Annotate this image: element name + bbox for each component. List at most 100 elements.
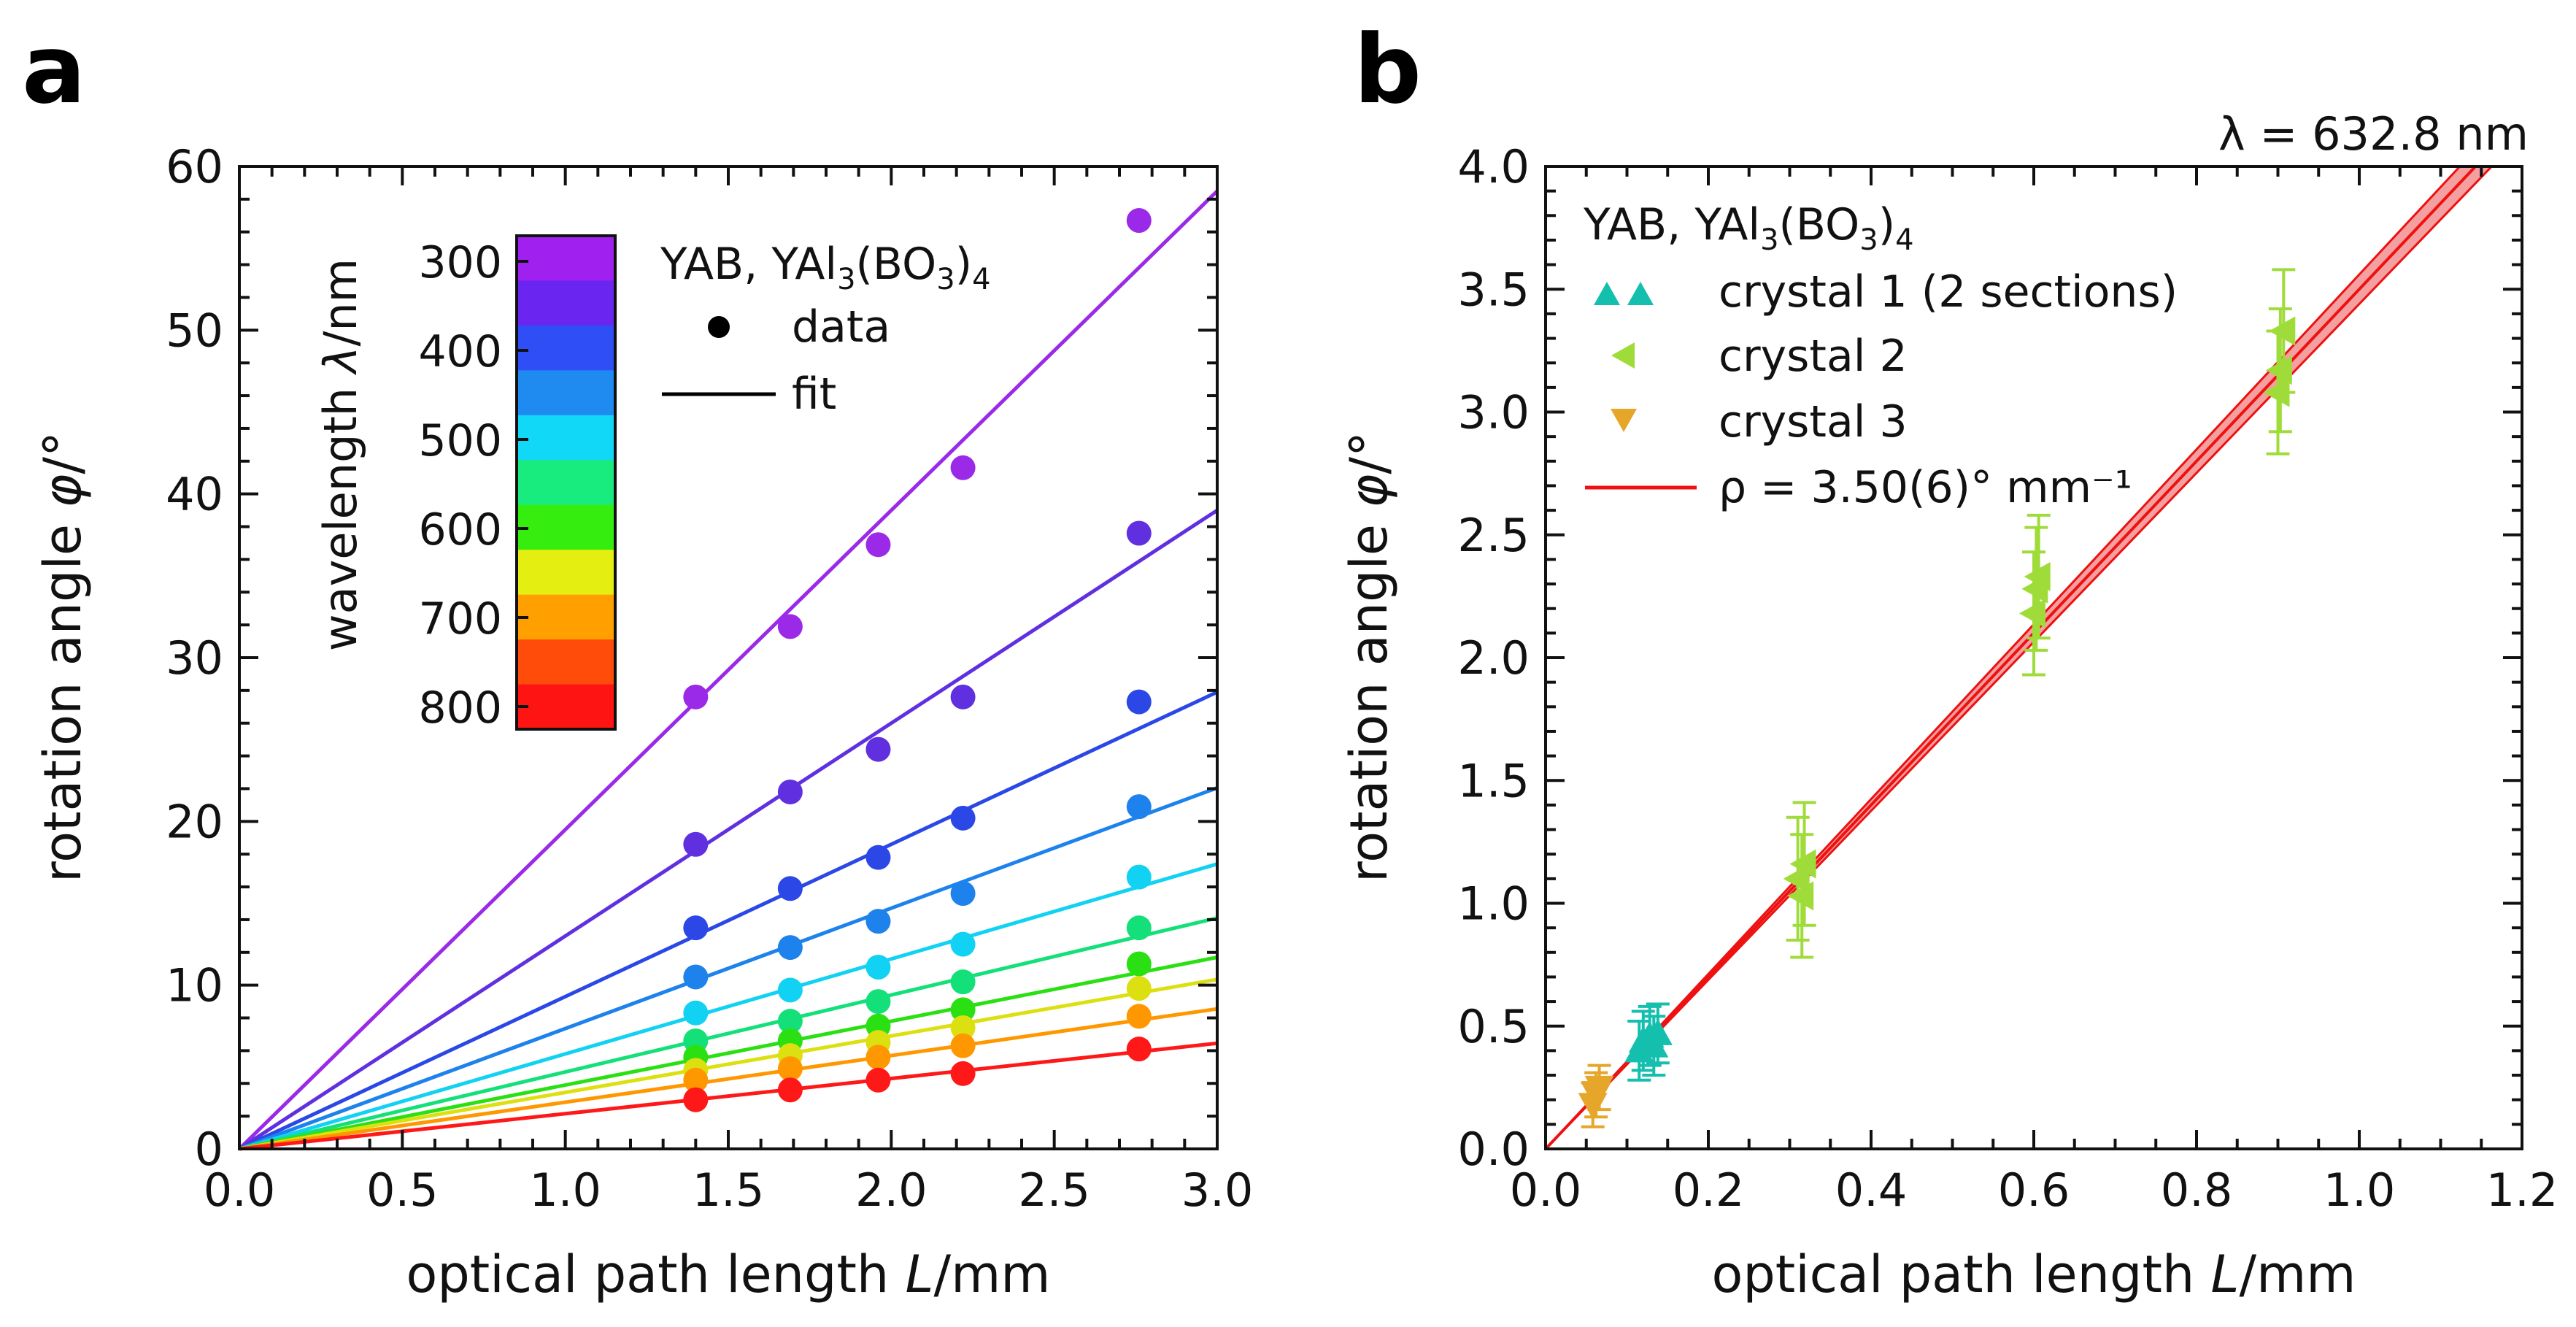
colorbar-tick-label: 400 <box>418 326 502 377</box>
y-tick-label-b: 1.0 <box>1457 877 1530 931</box>
data-point-azure <box>683 964 709 990</box>
colorbar-swatch <box>517 370 615 416</box>
legend-crystal1-label: crystal 1 (2 sections) <box>1719 266 2178 318</box>
data-point-purple <box>777 614 803 639</box>
data-point-azure <box>777 935 803 961</box>
y-tick-label-b: 4.0 <box>1457 140 1530 193</box>
legend-crystal3-marker <box>1611 409 1637 432</box>
x-tick-label-b: 0.0 <box>1510 1163 1582 1217</box>
colorbar-tick-label: 800 <box>418 682 502 734</box>
data-point-triangle-left <box>2269 316 2296 346</box>
x-tick-label-a: 2.0 <box>855 1163 928 1217</box>
y-tick-label-a: 0 <box>195 1123 223 1176</box>
fit-band-upper <box>1544 165 2461 1150</box>
legend-title-a: YAB, YAl3(BO3)4 <box>660 239 991 296</box>
colorbar-swatch <box>517 594 615 640</box>
data-point-spring <box>950 969 976 995</box>
data-point-blue <box>865 845 891 870</box>
legend-crystal3-label: crystal 3 <box>1719 396 1908 447</box>
x-tick-label-b: 1.2 <box>2486 1163 2558 1217</box>
data-point-green <box>1126 951 1152 977</box>
chart-b: λ = 632.8 nm 0.0 0.2 0.4 0.6 0.8 1.0 1.2 0.0 0.5… <box>1339 107 2558 1304</box>
data-point-green <box>950 997 976 1023</box>
data-point-purple <box>1126 208 1152 234</box>
fit-line-purple <box>238 189 1219 1150</box>
data-point-triangle-left <box>2024 561 2051 591</box>
y-tick-label-a: 60 <box>166 140 223 193</box>
fit-line-blue <box>238 690 1219 1151</box>
y-tick-label-b: 3.5 <box>1457 263 1530 316</box>
x-tick-label-a: 0.5 <box>366 1163 439 1217</box>
data-point-triangle-down <box>1584 1075 1614 1102</box>
y-tick-label-b: 2.5 <box>1457 509 1530 562</box>
panel-letter-b: b <box>1354 14 1422 125</box>
colorbar-tick-label: 700 <box>418 593 502 645</box>
colorbar-swatch <box>517 460 615 506</box>
data-point-cyan <box>777 977 803 1003</box>
legend-crystal2-label: crystal 2 <box>1719 331 1908 382</box>
data-point-yellow <box>1126 976 1152 1001</box>
fit-band-b <box>1544 165 2493 1150</box>
legend-fit-label-b: ρ = 3.50(6)° mm⁻¹ <box>1719 462 2132 513</box>
data-point-triangle-left <box>2265 355 2292 385</box>
data-point-cyan <box>950 931 976 957</box>
data-point-purple <box>683 684 709 709</box>
data-point-azure <box>950 881 976 907</box>
y-tick-label-a: 10 <box>166 959 223 1012</box>
x-tick-label-b: 1.0 <box>2324 1163 2396 1217</box>
y-tick-label-b: 3.0 <box>1457 386 1530 439</box>
data-point-cyan <box>865 954 891 980</box>
data-point-orange <box>950 1033 976 1058</box>
chart-title-b: λ = 632.8 nm <box>2218 107 2529 161</box>
fit-line-b <box>1544 165 2477 1150</box>
fit-line-azure <box>239 785 1218 1151</box>
y-tick-label-a: 20 <box>166 795 223 848</box>
data-point-cyan <box>1126 864 1152 890</box>
colorbar-tick-label: 500 <box>418 415 502 466</box>
data-point-purple <box>950 455 976 480</box>
data-point-spring <box>1126 915 1152 941</box>
y-tick-label-b: 0.0 <box>1457 1123 1530 1176</box>
data-point-triangle-left <box>1787 881 1814 911</box>
fit-line-green <box>239 955 1218 1151</box>
data-point-orange <box>777 1056 803 1082</box>
legend-fit-label: fit <box>792 369 836 420</box>
data-points-a <box>683 208 1152 1112</box>
data-point-red <box>777 1077 803 1103</box>
fit-line-violet <box>238 509 1219 1151</box>
colorbar-swatch <box>517 550 615 596</box>
y-tick-label-a: 30 <box>166 631 223 685</box>
colorbar: 300 400 500 600 700 800 <box>418 234 617 734</box>
data-point-blue <box>950 805 976 831</box>
data-point-azure <box>865 909 891 934</box>
data-point-blue <box>1126 689 1152 715</box>
x-tick-label-b: 0.6 <box>1998 1163 2070 1217</box>
colorbar-swatch <box>517 280 615 326</box>
fit-band-lower <box>1544 165 2493 1150</box>
data-points-b <box>1578 268 2296 1128</box>
y-axis-label-b: rotation angle φ/° <box>1339 431 1399 882</box>
data-point-red <box>683 1087 709 1112</box>
data-point-orange <box>683 1067 709 1093</box>
colorbar-label: wavelength λ/nm <box>314 258 367 651</box>
fit-line-orange <box>239 1007 1218 1151</box>
data-point-orange <box>865 1045 891 1070</box>
colorbar-swatch <box>517 684 615 730</box>
y-tick-label-b: 1.5 <box>1457 754 1530 807</box>
x-tick-label-a: 3.0 <box>1181 1163 1254 1217</box>
data-point-cyan <box>683 1000 709 1026</box>
colorbar-swatch <box>517 415 615 461</box>
legend-title-b: YAB, YAl3(BO3)4 <box>1583 199 1914 257</box>
data-point-triangle-left <box>1789 849 1816 879</box>
colorbar-swatch <box>517 504 615 550</box>
fit-line-yellow <box>239 977 1218 1151</box>
y-tick-label-a: 50 <box>166 304 223 357</box>
ticks-b: 0.0 0.2 0.4 0.6 0.8 1.0 1.2 0.0 0.5 1.0 1.5 2.0 2.5 3… <box>1457 140 2558 1217</box>
data-point-spring <box>865 989 891 1015</box>
data-point-violet <box>777 779 803 804</box>
data-point-violet <box>865 736 891 762</box>
y-tick-label-b: 0.5 <box>1457 1000 1530 1053</box>
ticks-a: 0.0 0.5 1.0 1.5 2.0 2.5 3.0 0 10 20 30 40 50 60 <box>166 140 1253 1217</box>
x-tick-label-a: 2.5 <box>1018 1163 1090 1217</box>
